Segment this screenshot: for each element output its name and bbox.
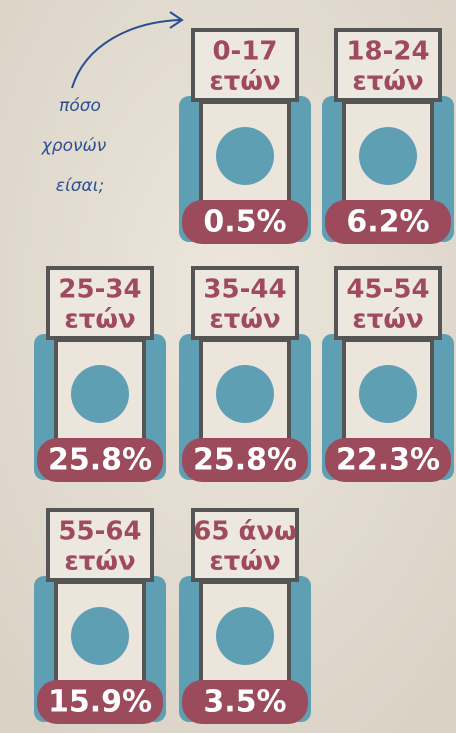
head	[71, 365, 129, 423]
value-label: 6.2%	[346, 205, 429, 240]
head	[359, 127, 417, 185]
value-label: 0.5%	[203, 205, 286, 240]
arrow-head	[169, 11, 184, 29]
head	[216, 365, 274, 423]
head	[216, 127, 274, 185]
sign	[46, 508, 154, 582]
age-range: 65 άνω	[193, 517, 296, 547]
value-pill	[37, 680, 163, 724]
value-label: 22.3%	[336, 443, 440, 478]
age-unit: ετών	[209, 67, 280, 97]
value-label: 3.5%	[203, 685, 286, 720]
value-label: 25.8%	[193, 443, 297, 478]
age-range: 25-34	[58, 275, 141, 305]
sign	[191, 266, 299, 340]
annotation-line: είσαι;	[56, 176, 104, 196]
value-label: 25.8%	[48, 443, 152, 478]
head	[71, 607, 129, 665]
value-pill	[182, 680, 308, 724]
age-range: 55-64	[58, 517, 141, 547]
sign	[334, 28, 442, 102]
annotation-line: χρονών	[41, 136, 107, 156]
arrow	[71, 19, 181, 89]
value-pill	[182, 200, 308, 244]
age-unit: ετών	[209, 305, 280, 335]
value-pill	[182, 438, 308, 482]
value-pill	[325, 200, 451, 244]
head	[216, 607, 274, 665]
sign	[191, 28, 299, 102]
value-label: 15.9%	[48, 685, 152, 720]
sign	[46, 266, 154, 340]
age-unit: ετών	[64, 305, 135, 335]
age-range: 18-24	[346, 37, 429, 67]
age-unit: ετών	[352, 67, 423, 97]
age-unit: ετών	[64, 547, 135, 577]
items: 0-17ετών0.5%18-24ετών6.2%25-34ετών25.8%3…	[34, 28, 454, 724]
age-unit: ετών	[209, 547, 280, 577]
age-range: 45-54	[346, 275, 429, 305]
value-pill	[37, 438, 163, 482]
sign	[191, 508, 299, 582]
age-range: 35-44	[203, 275, 286, 305]
head	[359, 365, 417, 423]
age-unit: ετών	[352, 305, 423, 335]
annotation-line: πόσο	[59, 96, 101, 116]
age-range: 0-17	[212, 37, 277, 67]
value-pill	[325, 438, 451, 482]
sign	[334, 266, 442, 340]
